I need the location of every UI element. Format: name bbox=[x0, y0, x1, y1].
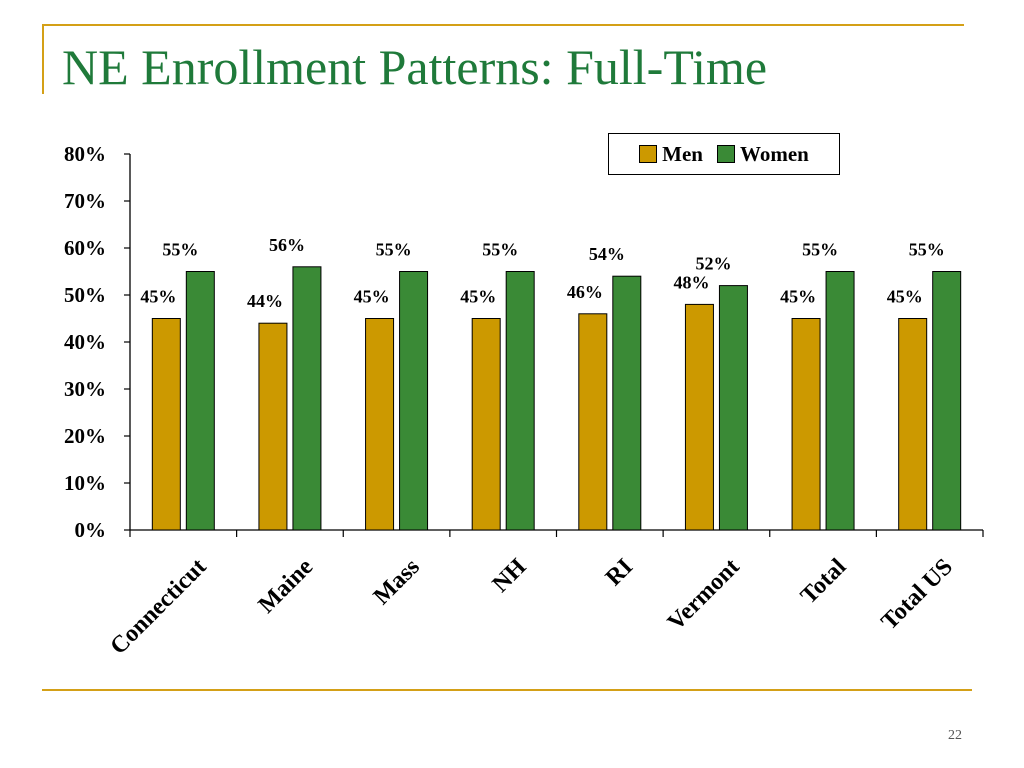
data-label-women: 55% bbox=[162, 240, 198, 260]
x-category-label: Total bbox=[796, 554, 852, 610]
data-label-men: 46% bbox=[567, 282, 603, 302]
y-tick-label: 10% bbox=[64, 471, 106, 495]
x-category-label: Total US bbox=[877, 554, 958, 635]
top-accent-rule bbox=[42, 24, 964, 26]
bar-women bbox=[825, 271, 855, 531]
data-label-men: 45% bbox=[460, 287, 496, 307]
data-label-men: 44% bbox=[247, 291, 283, 311]
bar-men bbox=[151, 318, 181, 531]
data-label-women: 56% bbox=[269, 235, 305, 255]
data-label-men: 45% bbox=[354, 287, 390, 307]
y-tick-label: 30% bbox=[64, 377, 106, 401]
y-tick-label: 50% bbox=[64, 283, 106, 307]
bar-women bbox=[612, 275, 642, 531]
data-label-women: 52% bbox=[695, 254, 731, 274]
y-tick-label: 80% bbox=[64, 142, 106, 166]
bar-women bbox=[932, 271, 962, 531]
legend-swatch-women bbox=[716, 145, 735, 163]
y-tick-label: 70% bbox=[64, 189, 106, 213]
bar-women bbox=[399, 271, 429, 531]
data-label-women: 55% bbox=[909, 240, 945, 260]
bar-men bbox=[684, 303, 714, 531]
slide-title: NE Enrollment Patterns: Full-Time bbox=[62, 39, 768, 95]
left-accent-rule bbox=[42, 24, 44, 94]
data-label-men: 45% bbox=[140, 287, 176, 307]
data-label-women: 54% bbox=[589, 244, 625, 264]
bar-men bbox=[578, 313, 608, 531]
bar-men bbox=[471, 318, 501, 531]
y-tick-label: 60% bbox=[64, 236, 106, 260]
chart-legend: Men Women bbox=[608, 133, 840, 175]
x-category-label: Maine bbox=[254, 554, 319, 619]
x-category-label: Connecticut bbox=[106, 554, 212, 660]
slide-number: 22 bbox=[948, 728, 962, 743]
y-tick-label: 20% bbox=[64, 424, 106, 448]
bar-women bbox=[505, 271, 535, 531]
legend-item-women: Women bbox=[716, 141, 809, 167]
x-category-label: NH bbox=[488, 554, 532, 598]
bar-women bbox=[718, 285, 748, 531]
legend-swatch-men bbox=[639, 145, 658, 163]
y-tick-label: 40% bbox=[64, 330, 106, 354]
legend-item-men: Men bbox=[639, 142, 703, 167]
legend-label-men: Men bbox=[662, 141, 703, 166]
x-category-label: Mass bbox=[369, 554, 425, 610]
y-tick-label: 0% bbox=[75, 518, 107, 542]
data-label-men: 45% bbox=[887, 287, 923, 307]
x-category-label: RI bbox=[601, 554, 638, 591]
bar-men bbox=[365, 318, 395, 531]
legend-label-women: Women bbox=[739, 141, 809, 166]
data-label-men: 48% bbox=[673, 272, 709, 292]
data-label-women: 55% bbox=[802, 240, 838, 260]
data-label-women: 55% bbox=[482, 240, 518, 260]
bar-men bbox=[791, 318, 821, 531]
bar-men bbox=[258, 322, 288, 531]
bar-women bbox=[185, 271, 215, 531]
bottom-accent-rule bbox=[42, 689, 972, 691]
data-label-women: 55% bbox=[376, 240, 412, 260]
bar-men bbox=[898, 318, 928, 531]
x-category-label: Vermont bbox=[663, 554, 745, 636]
bar-women bbox=[292, 266, 322, 531]
data-label-men: 45% bbox=[780, 287, 816, 307]
